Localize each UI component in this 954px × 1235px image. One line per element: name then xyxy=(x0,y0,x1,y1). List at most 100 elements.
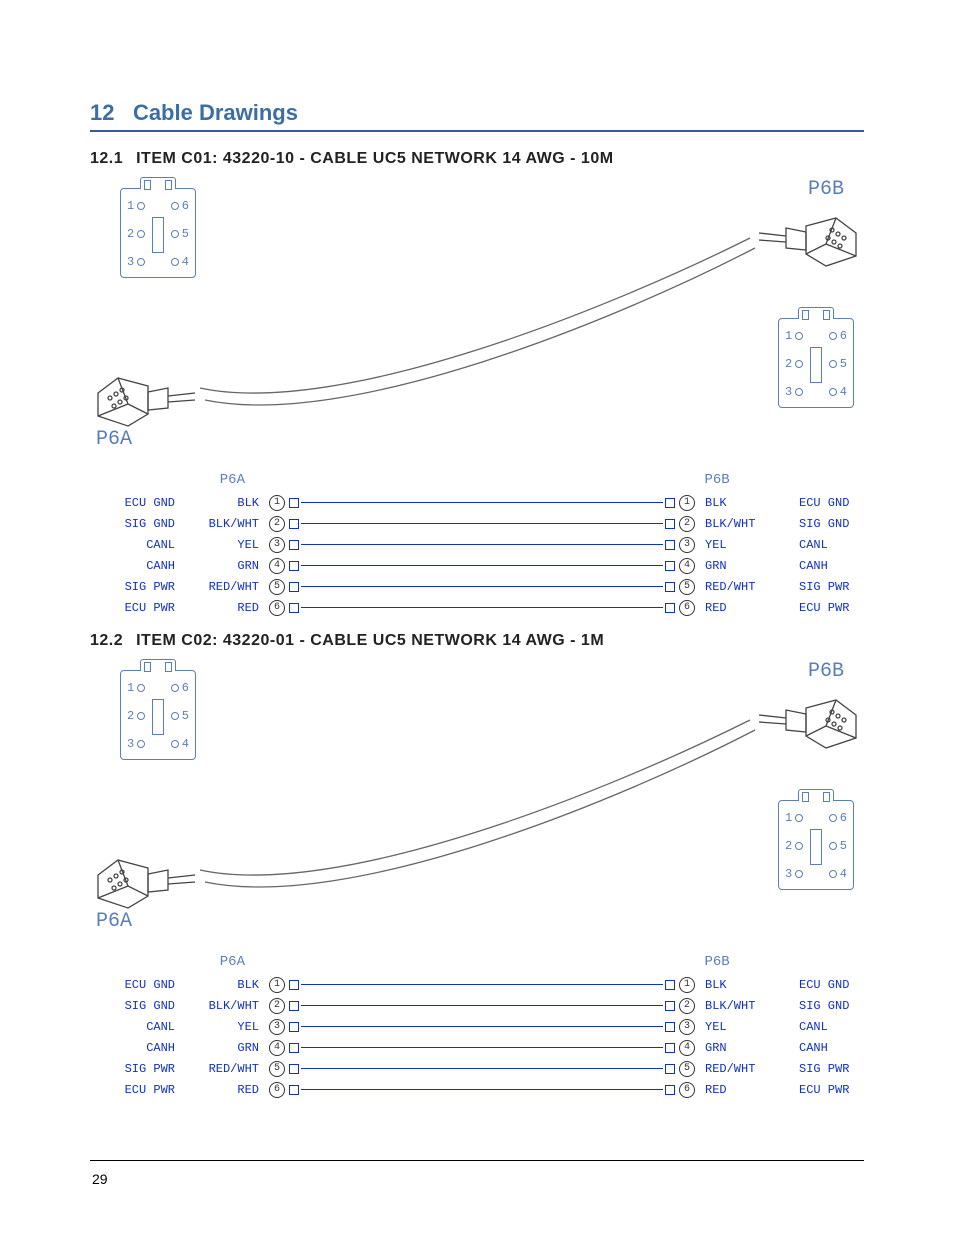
signal-left: CANL xyxy=(90,538,175,552)
wire-line xyxy=(301,607,663,608)
color-left: BLK xyxy=(175,978,265,992)
wire-line xyxy=(301,565,663,566)
wire-line xyxy=(301,586,663,587)
signal-left: ECU GND xyxy=(90,978,175,992)
wire-line xyxy=(301,523,663,524)
connector-face-right: 1 2 3 4 5 6 xyxy=(778,318,854,408)
pin-number-left: 5 xyxy=(269,579,285,595)
signal-right: CANH xyxy=(779,1041,864,1055)
color-left: BLK/WHT xyxy=(175,517,265,531)
pin-box-left xyxy=(289,1085,299,1095)
pin-box-left xyxy=(289,582,299,592)
signal-left: CANH xyxy=(90,1041,175,1055)
pin-box-left xyxy=(289,1043,299,1053)
color-left: RED xyxy=(175,601,265,615)
signal-left: CANH xyxy=(90,559,175,573)
pinout-row: ECU PWR RED 6 6 RED ECU PWR xyxy=(90,1079,864,1100)
page-number: 29 xyxy=(92,1171,108,1187)
signal-right: SIG GND xyxy=(779,517,864,531)
color-left: GRN xyxy=(175,559,265,573)
signal-right: ECU GND xyxy=(779,496,864,510)
subsection-heading: 12.1 ITEM C01: 43220-10 - CABLE UC5 NETW… xyxy=(90,150,864,168)
pin-number-left: 1 xyxy=(269,495,285,511)
pinout-header-left: P6A xyxy=(90,472,305,488)
signal-right: ECU PWR xyxy=(779,601,864,615)
pin-number-left: 3 xyxy=(269,537,285,553)
color-left: BLK/WHT xyxy=(175,999,265,1013)
pin-number-right: 3 xyxy=(679,537,695,553)
pin-number-right: 1 xyxy=(679,495,695,511)
signal-right: ECU PWR xyxy=(779,1083,864,1097)
pin-number-left: 1 xyxy=(269,977,285,993)
subsection-heading: 12.2 ITEM C02: 43220-01 - CABLE UC5 NETW… xyxy=(90,632,864,650)
connector-face-left: 1 2 3 4 5 6 xyxy=(120,188,196,278)
pin-box-left xyxy=(289,603,299,613)
pin-number-left: 6 xyxy=(269,600,285,616)
color-left: RED xyxy=(175,1083,265,1097)
pinout-table: P6A P6B ECU GND BLK 1 1 BLK ECU GND xyxy=(90,954,864,1100)
connector-label-right: P6B xyxy=(808,660,844,683)
color-right: RED/WHT xyxy=(699,1062,779,1076)
pin-box-right xyxy=(665,1043,675,1053)
color-left: GRN xyxy=(175,1041,265,1055)
color-left: YEL xyxy=(175,538,265,552)
color-right: YEL xyxy=(699,538,779,552)
pinout-header-right: P6B xyxy=(465,954,865,970)
pin-box-right xyxy=(665,980,675,990)
pin-number-left: 4 xyxy=(269,1040,285,1056)
footer-rule xyxy=(90,1160,864,1161)
pin-box-left xyxy=(289,1001,299,1011)
pin-box-right xyxy=(665,1085,675,1095)
connector-iso-left xyxy=(90,348,200,428)
pinout-table: P6A P6B ECU GND BLK 1 1 BLK ECU GND xyxy=(90,472,864,618)
pin-number-right: 1 xyxy=(679,977,695,993)
pin-number-right: 2 xyxy=(679,516,695,532)
wire-line xyxy=(301,984,663,985)
pin-number-right: 4 xyxy=(679,558,695,574)
pinout-header-left: P6A xyxy=(90,954,305,970)
pinout-row: ECU PWR RED 6 6 RED ECU PWR xyxy=(90,597,864,618)
section-number: 12 xyxy=(90,100,114,125)
pinout-row: ECU GND BLK 1 1 BLK ECU GND xyxy=(90,974,864,995)
color-right: GRN xyxy=(699,1041,779,1055)
color-right: BLK xyxy=(699,978,779,992)
connector-face-left: 1 2 3 4 5 6 xyxy=(120,670,196,760)
pinout-row: SIG GND BLK/WHT 2 2 BLK/WHT SIG GND xyxy=(90,995,864,1016)
signal-left: ECU PWR xyxy=(90,1083,175,1097)
section-title: Cable Drawings xyxy=(133,100,298,125)
signal-right: CANH xyxy=(779,559,864,573)
pin-box-right xyxy=(665,1001,675,1011)
signal-right: CANL xyxy=(779,1020,864,1034)
subsection-number: 12.2 xyxy=(90,632,123,649)
connector-label-left: P6A xyxy=(96,910,132,933)
signal-left: ECU PWR xyxy=(90,601,175,615)
signal-right: ECU GND xyxy=(779,978,864,992)
wire-line xyxy=(301,1026,663,1027)
pin-box-left xyxy=(289,540,299,550)
pin-box-left xyxy=(289,519,299,529)
connector-iso-left xyxy=(90,830,200,910)
subsection-title: ITEM C01: 43220-10 - CABLE UC5 NETWORK 1… xyxy=(136,150,613,167)
wire-line xyxy=(301,544,663,545)
pin-number-right: 2 xyxy=(679,998,695,1014)
pinout-row: CANL YEL 3 3 YEL CANL xyxy=(90,534,864,555)
signal-left: SIG GND xyxy=(90,999,175,1013)
pin-box-right xyxy=(665,603,675,613)
pin-box-right xyxy=(665,519,675,529)
connector-label-left: P6A xyxy=(96,428,132,451)
color-left: RED/WHT xyxy=(175,1062,265,1076)
color-right: BLK xyxy=(699,496,779,510)
color-left: YEL xyxy=(175,1020,265,1034)
pin-box-left xyxy=(289,980,299,990)
wire-line xyxy=(301,1047,663,1048)
pinout-row: ECU GND BLK 1 1 BLK ECU GND xyxy=(90,492,864,513)
wire-line xyxy=(301,1089,663,1090)
connector-face-right: 1 2 3 4 5 6 xyxy=(778,800,854,890)
wire-line xyxy=(301,502,663,503)
pin-number-left: 5 xyxy=(269,1061,285,1077)
wire-line xyxy=(301,1068,663,1069)
signal-left: ECU GND xyxy=(90,496,175,510)
pin-number-right: 6 xyxy=(679,600,695,616)
pin-box-right xyxy=(665,498,675,508)
pin-number-left: 2 xyxy=(269,516,285,532)
